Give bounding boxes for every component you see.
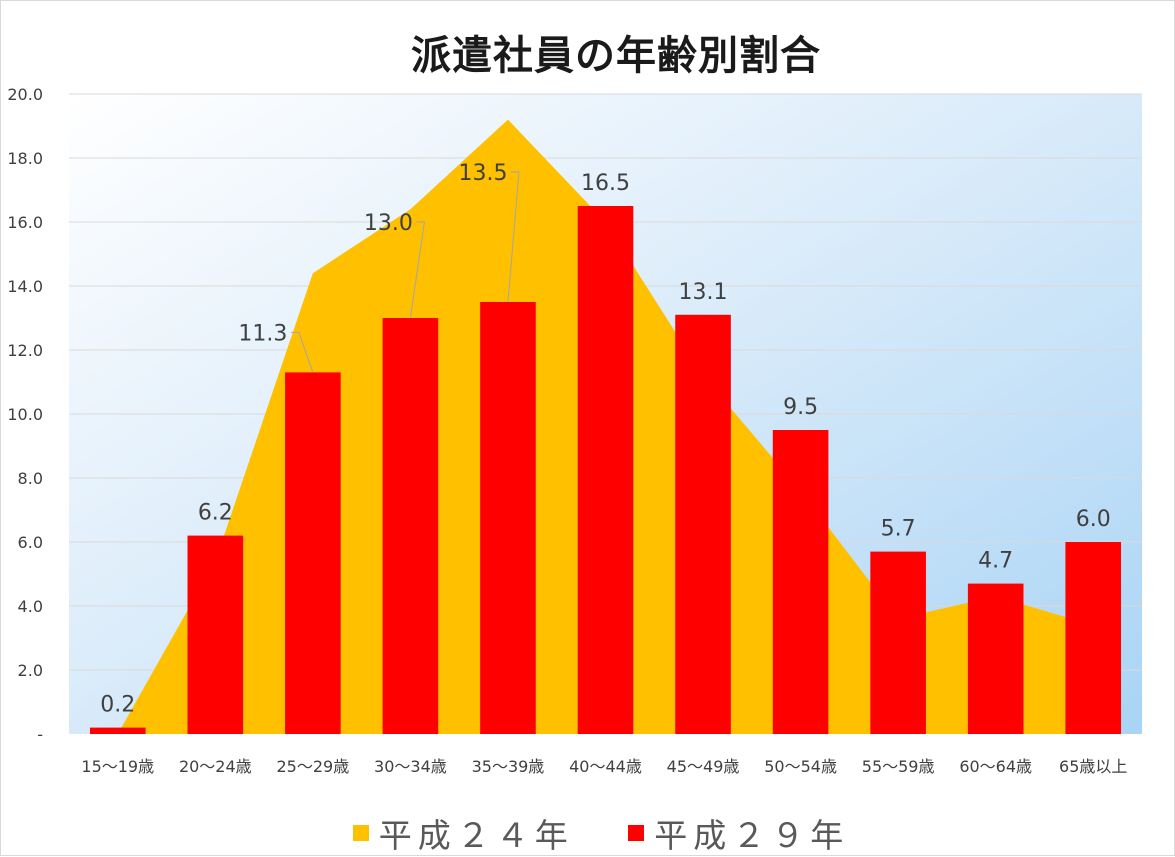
x-tick-label: 20～24歳 xyxy=(179,757,252,776)
data-label: 16.5 xyxy=(581,171,630,196)
legend-swatch-h24 xyxy=(352,825,369,841)
legend-swatch-h29 xyxy=(628,825,645,841)
y-tick-label: 8.0 xyxy=(18,469,43,488)
y-tick-label: 6.0 xyxy=(18,533,43,552)
bar-h29 xyxy=(187,535,244,734)
y-tick-label: 16.0 xyxy=(7,213,43,232)
leader-line xyxy=(290,331,314,373)
legend-label-h29: 平成２９年 xyxy=(654,816,850,855)
bar-h29 xyxy=(577,206,634,734)
x-tick-label: 40～44歳 xyxy=(569,757,642,776)
y-tick-label: - xyxy=(37,725,43,744)
x-tick-label: 35～39歳 xyxy=(472,757,545,776)
x-tick-label: 65歳以上 xyxy=(1059,757,1127,776)
data-label: 13.1 xyxy=(679,280,728,305)
bar-h29 xyxy=(675,314,731,734)
bar-h29 xyxy=(1065,542,1122,734)
x-tick-label: 50～54歳 xyxy=(764,757,837,776)
legend-label-h24: 平成２４年 xyxy=(378,816,574,855)
bar-h29 xyxy=(967,583,1024,734)
legend-item-h24: 平成２４年 xyxy=(352,809,574,857)
y-tick-label: 10.0 xyxy=(7,405,43,424)
y-tick-label: 18.0 xyxy=(7,149,43,168)
bar-h29 xyxy=(382,318,439,734)
data-label: 11.3 xyxy=(238,321,287,346)
y-tick-label: 2.0 xyxy=(18,661,43,680)
bar-h29 xyxy=(89,727,146,734)
data-label: 13.5 xyxy=(458,161,507,186)
x-tick-label: 15～19歳 xyxy=(81,757,154,776)
y-tick-label: 20.0 xyxy=(7,85,43,104)
x-tick-label: 55～59歳 xyxy=(862,757,935,776)
x-tick-label: 45～49歳 xyxy=(667,757,740,776)
x-tick-label: 25～29歳 xyxy=(276,757,349,776)
x-tick-label: 30～34歳 xyxy=(374,757,447,776)
bar-h29 xyxy=(772,430,829,734)
chart-legend: 平成２４年 平成２９年 xyxy=(1,809,1175,857)
y-tick-label: 4.0 xyxy=(18,597,43,616)
bar-h29 xyxy=(480,302,536,734)
legend-item-h29: 平成２９年 xyxy=(628,809,849,857)
leader-line xyxy=(507,171,520,303)
chart-title: 派遣社員の年齢別割合 xyxy=(411,33,821,79)
bar-h29 xyxy=(285,372,341,734)
x-tick-label: 60～64歳 xyxy=(959,757,1032,776)
data-label: 6.2 xyxy=(198,501,233,526)
data-label: 4.7 xyxy=(978,549,1013,574)
data-label: 13.0 xyxy=(364,211,413,236)
y-tick-label: 12.0 xyxy=(7,341,43,360)
data-label: 9.5 xyxy=(783,395,818,420)
data-label: 5.7 xyxy=(881,517,916,542)
data-label: 0.2 xyxy=(100,693,135,718)
data-label: 6.0 xyxy=(1076,507,1111,532)
leader-line xyxy=(409,221,425,319)
bar-h29 xyxy=(870,551,926,734)
y-tick-label: 14.0 xyxy=(7,277,43,296)
